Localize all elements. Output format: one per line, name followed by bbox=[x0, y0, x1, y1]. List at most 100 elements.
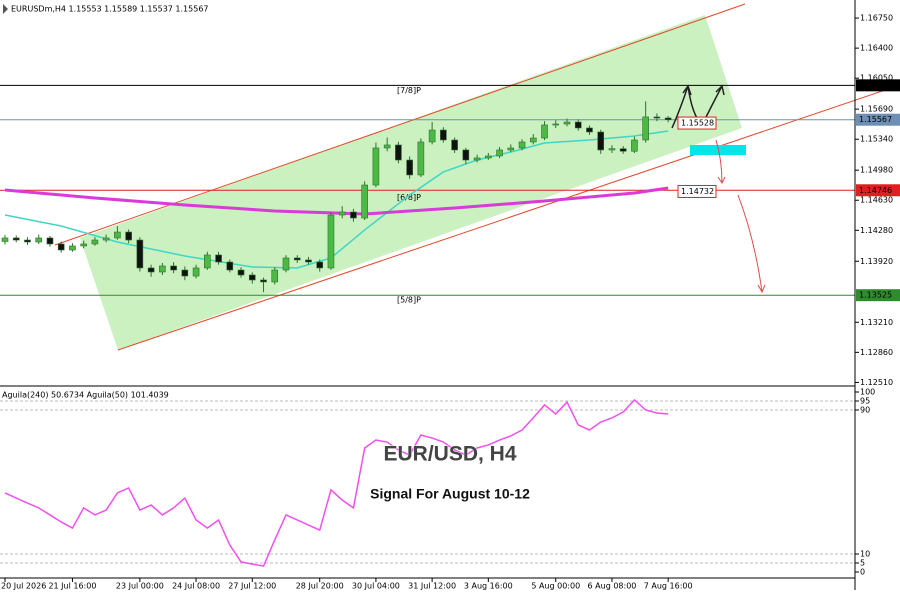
x-tick-label: 23 Jul 00:00 bbox=[116, 582, 164, 591]
candle-body bbox=[305, 259, 312, 263]
candle-body bbox=[170, 265, 177, 271]
candle-body bbox=[473, 157, 481, 161]
x-tick-label: 7 Aug 16:00 bbox=[644, 582, 693, 591]
candle-body bbox=[619, 148, 627, 152]
candle-body bbox=[428, 129, 436, 143]
y-tick-label: 1.16400 bbox=[860, 44, 893, 53]
overlay-subtitle: Signal For August 10-12 bbox=[370, 486, 530, 502]
candle-body bbox=[147, 267, 155, 273]
candle-body bbox=[507, 147, 515, 151]
y-tick-label: 1.15340 bbox=[860, 135, 893, 144]
candle-body bbox=[541, 124, 548, 139]
x-tick-label: 24 Jul 08:00 bbox=[172, 582, 220, 591]
candle-body bbox=[631, 139, 638, 152]
y-tick-label: 95 bbox=[860, 397, 870, 406]
candle-body bbox=[440, 129, 447, 141]
candle-body bbox=[383, 144, 391, 149]
level-label: [6/8]P bbox=[397, 193, 421, 202]
candle-body bbox=[248, 274, 256, 281]
target-zone bbox=[690, 145, 746, 155]
candle-body bbox=[293, 257, 301, 261]
y-tick-label: 100 bbox=[860, 388, 875, 397]
overlay-title: EUR/USD, H4 bbox=[383, 443, 516, 466]
x-tick-label: 5 Aug 00:00 bbox=[531, 582, 580, 591]
candle-body bbox=[35, 237, 43, 243]
level-tag-box bbox=[856, 79, 900, 92]
y-tick-label: 1.13920 bbox=[860, 257, 893, 266]
y-tick-label: 0 bbox=[860, 568, 865, 577]
candle-body bbox=[496, 149, 503, 157]
candle-body bbox=[518, 141, 526, 149]
y-tick-label: 1.14280 bbox=[860, 226, 893, 235]
candle-body bbox=[664, 117, 672, 121]
y-tick-label: 1.14630 bbox=[860, 196, 893, 205]
x-tick-label: 31 Jul 12:00 bbox=[408, 582, 456, 591]
y-tick-label: 1.14980 bbox=[860, 166, 893, 175]
candle-body bbox=[451, 139, 458, 151]
candle-body bbox=[24, 239, 31, 243]
candle-body bbox=[485, 155, 492, 159]
x-tick-label: 21 Jul 16:00 bbox=[48, 582, 96, 591]
level-tag: 1.13525 bbox=[859, 291, 892, 300]
candle-body bbox=[102, 237, 110, 241]
y-tick-label: 5 bbox=[860, 559, 865, 568]
level-tag: 1.15967 bbox=[859, 81, 892, 90]
candle-body bbox=[338, 211, 346, 216]
y-tick-label: 1.16050 bbox=[860, 74, 893, 83]
candle-body bbox=[181, 269, 189, 277]
candle-body bbox=[260, 279, 267, 283]
candle-body bbox=[563, 121, 571, 125]
level-tag: 1.14746 bbox=[859, 186, 892, 195]
x-tick-label: 28 Jul 20:00 bbox=[296, 582, 344, 591]
candle-body bbox=[159, 265, 166, 273]
candle-body bbox=[462, 149, 470, 161]
candle-body bbox=[350, 211, 357, 219]
candle-body bbox=[586, 127, 593, 133]
candle-body bbox=[57, 243, 65, 251]
y-tick-label: 1.13210 bbox=[860, 318, 893, 327]
price-tag: 1.15528 bbox=[681, 119, 714, 128]
scenario-arrows bbox=[671, 84, 725, 129]
candle-body bbox=[12, 237, 20, 241]
candle-body bbox=[215, 254, 222, 263]
x-tick-label: 6 Aug 08:00 bbox=[588, 582, 637, 591]
candle-body bbox=[91, 239, 99, 245]
y-tick-label: 1.12860 bbox=[860, 348, 893, 357]
x-tick-label: 20 Jul 2026 bbox=[1, 582, 46, 591]
level-label: [7/8]P bbox=[397, 86, 421, 95]
candle-body bbox=[417, 141, 425, 176]
candle-body bbox=[125, 231, 132, 241]
candle-body bbox=[114, 231, 121, 239]
candle-body bbox=[642, 116, 649, 141]
candle-body bbox=[192, 267, 200, 277]
level-tag-box bbox=[856, 113, 900, 126]
candle-body bbox=[529, 137, 537, 143]
y-tick-label: 90 bbox=[860, 406, 870, 415]
candle-body bbox=[653, 116, 661, 119]
y-tick-label: 10 bbox=[860, 550, 870, 559]
symbol-icon bbox=[3, 4, 8, 14]
y-tick-label: 1.12510 bbox=[860, 378, 893, 387]
candle-body bbox=[361, 184, 368, 219]
candle-body bbox=[574, 121, 582, 129]
candle-body bbox=[327, 214, 335, 269]
x-tick-label: 3 Aug 16:00 bbox=[464, 582, 513, 591]
price-tag: 1.14732 bbox=[681, 187, 714, 196]
candle-body bbox=[552, 123, 560, 126]
candle-body bbox=[282, 257, 290, 271]
price-tag-box bbox=[677, 184, 717, 198]
candle-body bbox=[271, 269, 279, 283]
indicator-title: Aguila(240) 50.6734 Aguila(50) 101.4039 bbox=[2, 391, 169, 400]
candle-body bbox=[226, 261, 234, 271]
price-tag-box bbox=[677, 116, 717, 130]
level-tag-box bbox=[856, 289, 900, 302]
candle-body bbox=[237, 269, 245, 276]
level-tag: 1.15567 bbox=[859, 115, 892, 124]
candle-body bbox=[406, 159, 413, 176]
candle-body bbox=[136, 239, 144, 269]
candle-body bbox=[80, 243, 87, 247]
y-tick-label: 1.16750 bbox=[860, 14, 893, 23]
candle-body bbox=[1, 237, 9, 242]
channel-lower bbox=[117, 84, 900, 351]
